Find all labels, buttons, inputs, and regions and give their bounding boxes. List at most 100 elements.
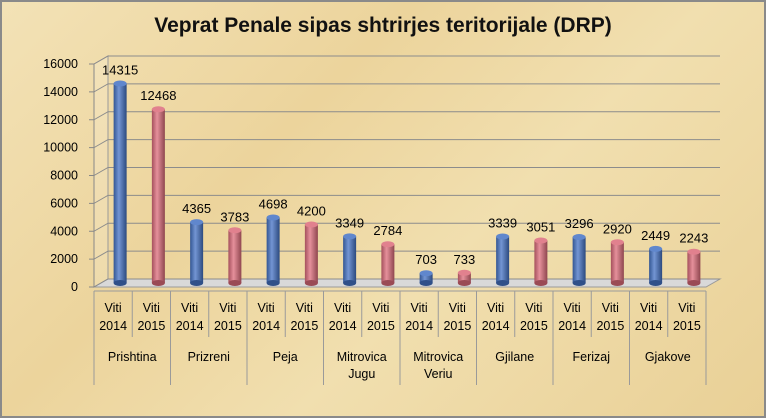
data-label: 3339 [488,215,517,230]
series-tick-label: Viti 2015 [290,301,318,333]
data-label: 3296 [565,216,594,231]
bar-top [649,245,663,252]
bar [151,109,165,283]
data-label: 3783 [220,209,249,224]
y-tick-label: 14000 [43,85,78,99]
y-tick-label: 2000 [50,252,78,266]
bar-top [419,270,433,277]
y-tick-label: 4000 [50,224,78,238]
bar-top [151,106,165,113]
bar [419,273,433,283]
data-label: 12468 [140,88,176,103]
bar-top [381,241,395,248]
data-label: 3051 [526,219,555,234]
series-tick-label: Viti 2014 [558,301,586,333]
bar [610,242,624,283]
series-tick-label: Viti 2015 [596,301,624,333]
y-tick-label: 6000 [50,196,78,210]
series-tick-label: Viti 2014 [99,301,127,333]
bar [113,83,127,284]
bar-base [610,280,624,286]
bar-top [610,239,624,246]
bar-base [151,280,165,286]
category-label: Gjilane [495,350,534,364]
data-label: 14315 [102,62,138,77]
series-tick-label: Viti 2014 [176,301,204,333]
category-label: Peja [273,350,298,364]
bar-top [266,214,280,221]
bar-base [228,280,242,286]
bar-base [649,280,663,286]
category-label: Prishtina [108,350,157,364]
chart-title: Veprat Penale sipas shtrirjes teritorija… [154,14,612,37]
bar-top [496,233,510,240]
bar-base [190,280,204,286]
series-tick-label: Viti 2015 [520,301,548,333]
bar-base [381,280,395,286]
bar-top [228,227,242,234]
y-tick-label: 12000 [43,113,78,127]
bar-base [534,280,548,286]
gridline [93,167,720,176]
gridline [93,139,720,149]
gridline [93,55,720,65]
bar [457,272,471,283]
data-label: 2243 [679,231,708,246]
bar-base [572,280,586,286]
y-tick-label: 10000 [43,141,78,155]
bar [304,224,318,283]
bar-base [113,280,127,286]
bar-top [572,234,586,241]
data-label: 3349 [335,215,364,230]
series-tick-label: Viti 2015 [137,301,165,333]
bar-top [534,237,548,244]
gridline [93,194,720,204]
category-label: Ferizaj [572,350,610,364]
bar-top [113,80,127,87]
category-label: Mitrovica Jugu [337,350,387,381]
bar-base [496,280,510,286]
bar-top [687,248,701,255]
series-tick-label: Viti 2015 [367,301,395,333]
series-tick-label: Viti 2014 [329,301,357,333]
series-tick-label: Viti 2015 [673,301,701,333]
gridline [93,250,720,260]
floor [92,278,722,288]
category-label: Prizreni [188,350,230,364]
y-tick-label: 16000 [43,57,78,71]
series-tick-label: Viti 2015 [443,301,471,333]
series-tick-label: Viti 2014 [635,301,663,333]
bar [190,222,204,283]
series-tick-label: Viti 2014 [405,301,433,333]
bar [496,236,510,283]
series-tick-label: Viti 2014 [252,301,280,333]
bar-base [343,280,357,286]
category-label: Gjakove [645,350,691,364]
data-label: 2784 [373,223,402,238]
gridline [93,278,720,288]
gridline [93,222,720,232]
bar [343,236,357,283]
data-label: 703 [415,252,437,267]
bar [687,251,701,283]
bar-base [457,280,471,286]
bar [649,248,663,283]
data-label: 4365 [182,201,211,216]
bar-base [266,280,280,286]
bar-top [304,221,318,228]
y-tick-label: 0 [71,280,78,294]
data-label: 2920 [603,221,632,236]
series-tick-label: Viti 2014 [482,301,510,333]
series-tick-label: Viti 2015 [214,301,242,333]
category-label: Mitrovica Veriu [413,350,463,381]
gridline [93,111,720,121]
bar-top [457,269,471,276]
bar-top [343,233,357,240]
bar [534,240,548,283]
bar [228,230,242,283]
bar-base [419,280,433,286]
bar-base [687,280,701,286]
bar [381,244,395,283]
